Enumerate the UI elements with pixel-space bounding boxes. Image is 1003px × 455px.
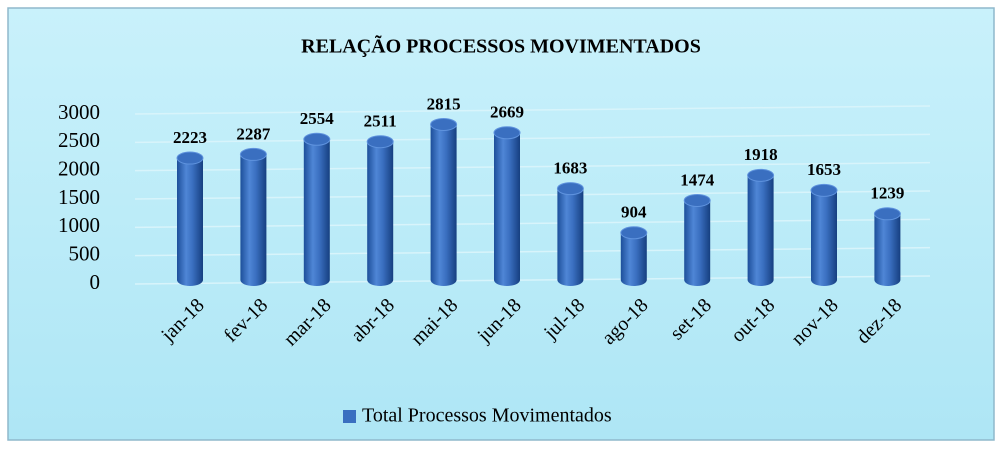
grid-line bbox=[134, 190, 931, 200]
value-label: 904 bbox=[621, 203, 647, 222]
chart-title: RELAÇÃO PROCESSOS MOVIMENTADOS bbox=[301, 35, 701, 58]
y-tick-label: 2500 bbox=[58, 128, 100, 152]
bar-top bbox=[556, 182, 584, 196]
y-tick-label: 2000 bbox=[58, 156, 100, 180]
bar-top bbox=[683, 193, 711, 207]
bar-top bbox=[239, 147, 267, 161]
y-tick-label: 1000 bbox=[58, 213, 100, 237]
y-tick-label: 3000 bbox=[58, 100, 100, 124]
value-label: 2815 bbox=[427, 94, 461, 113]
bar bbox=[620, 232, 647, 286]
value-label: 2669 bbox=[490, 103, 524, 122]
grid-line bbox=[134, 275, 931, 285]
bar bbox=[557, 188, 584, 286]
value-label: 1474 bbox=[680, 170, 715, 189]
legend-label: Total Processos Movimentados bbox=[362, 405, 612, 427]
y-tick-label: 500 bbox=[69, 241, 101, 265]
value-label: 2511 bbox=[364, 112, 397, 131]
grid-line bbox=[134, 161, 931, 172]
bar bbox=[874, 213, 901, 286]
bar bbox=[367, 141, 394, 286]
value-label: 1239 bbox=[870, 184, 904, 203]
bar bbox=[177, 158, 203, 286]
value-label: 2223 bbox=[173, 128, 207, 147]
value-label: 1683 bbox=[553, 159, 587, 178]
value-label: 1918 bbox=[744, 145, 778, 164]
bar-top bbox=[430, 117, 458, 131]
value-label: 2554 bbox=[300, 109, 335, 128]
y-tick-label: 0 bbox=[90, 270, 101, 294]
legend-swatch bbox=[343, 410, 356, 423]
grid-line bbox=[134, 105, 931, 115]
grid-line bbox=[134, 218, 931, 229]
bar-top bbox=[873, 207, 901, 221]
bar-top bbox=[366, 135, 394, 149]
bar-top bbox=[493, 126, 521, 140]
bar bbox=[494, 132, 520, 286]
bar-top bbox=[747, 168, 775, 182]
bar bbox=[303, 139, 330, 286]
bar bbox=[430, 124, 457, 286]
y-tick-label: 1500 bbox=[58, 185, 100, 209]
bar-top bbox=[810, 183, 838, 197]
bar bbox=[811, 190, 837, 286]
bar bbox=[684, 200, 711, 286]
bar-top bbox=[620, 226, 648, 240]
value-label: 2287 bbox=[236, 124, 271, 143]
bar bbox=[240, 154, 267, 286]
value-label: 1653 bbox=[807, 160, 841, 179]
bar-top bbox=[176, 151, 204, 165]
grid-line bbox=[134, 133, 931, 144]
bar-top bbox=[303, 132, 331, 146]
bar bbox=[747, 175, 774, 286]
grid-line bbox=[134, 246, 931, 257]
